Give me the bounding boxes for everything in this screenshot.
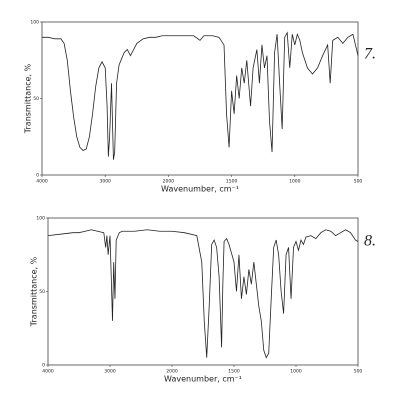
spectrum-number: 8. — [364, 233, 376, 250]
plot-frame — [41, 21, 359, 176]
spectrum-line — [47, 229, 359, 359]
y-tick-label: 50 — [39, 289, 45, 295]
spectrum-number: 7. — [364, 46, 376, 63]
x-tick-label: 2000 — [166, 369, 178, 375]
x-tick-label: 4000 — [36, 179, 48, 185]
x-tick-label: 3000 — [104, 369, 116, 375]
spectrum-line — [42, 31, 359, 160]
y-tick-label: 0 — [42, 363, 45, 369]
x-tick-label: 1500 — [226, 179, 238, 185]
x-tick-label: 1000 — [290, 369, 302, 375]
x-tick-label: 3000 — [99, 179, 111, 185]
y-axis-label: Transmittance, % — [24, 63, 33, 134]
y-tick-label: 100 — [30, 20, 39, 26]
x-tick-label: 4000 — [42, 369, 54, 375]
x-tick-label: 500 — [354, 179, 363, 185]
y-tick-label: 0 — [36, 173, 39, 179]
y-tick-label: 100 — [36, 216, 45, 222]
x-tick-label: 500 — [354, 369, 363, 375]
y-tick-label: 50 — [33, 96, 39, 102]
x-axis-label: Wavenumber, cm⁻¹ — [161, 185, 239, 194]
x-tick-label: 2000 — [163, 179, 175, 185]
x-axis-label: Wavenumber, cm⁻¹ — [164, 375, 242, 384]
y-axis-label: Transmittance, % — [30, 256, 39, 327]
x-tick-label: 1500 — [228, 369, 240, 375]
x-tick-label: 1000 — [289, 179, 301, 185]
